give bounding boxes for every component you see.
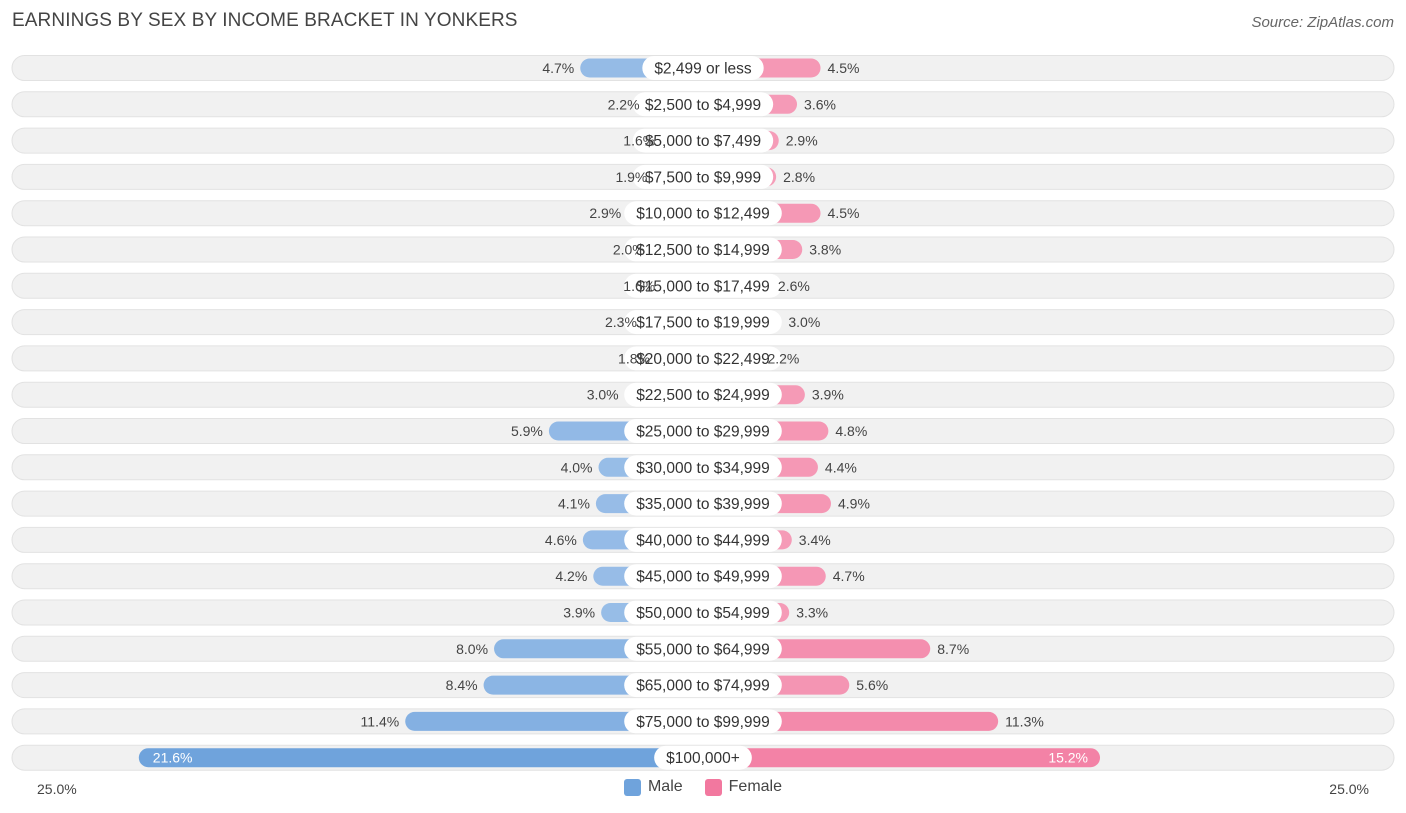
category-label: $55,000 to $64,999: [636, 641, 770, 658]
category-label: $50,000 to $54,999: [636, 605, 770, 622]
bar-female[interactable]: [703, 748, 1101, 768]
category-pill: [654, 745, 752, 770]
value-label-female: 8.7%: [937, 641, 969, 657]
category-pill: [642, 56, 764, 80]
value-label-male: 4.6%: [545, 532, 577, 548]
category-label: $5,000 to $7,499: [645, 133, 761, 150]
category-pill: [624, 273, 782, 298]
value-label-male: 1.9%: [615, 169, 647, 185]
category-label: $20,000 to $22,499: [636, 351, 770, 368]
category-pill: [624, 382, 782, 407]
category-pill: [624, 201, 782, 226]
category-label: $12,500 to $14,999: [636, 242, 770, 259]
category-label: $25,000 to $29,999: [636, 424, 770, 441]
value-label-male: 8.0%: [456, 641, 488, 657]
category-label: $100,000+: [666, 750, 740, 767]
category-pill: [632, 92, 774, 117]
category-label: $45,000 to $49,999: [636, 569, 770, 586]
category-label: $7,500 to $9,999: [645, 169, 761, 186]
value-label-male: 4.7%: [542, 60, 574, 76]
legend-swatch-male: [623, 778, 641, 796]
value-label-male: 3.0%: [587, 387, 619, 403]
value-label-female: 2.9%: [786, 133, 818, 149]
value-label-female: 2.2%: [767, 350, 799, 366]
value-label-male: 4.0%: [561, 459, 593, 475]
value-label-male: 5.9%: [511, 423, 543, 439]
legend: Male Female: [0, 778, 1406, 796]
axis-right-label: 25.0%: [1329, 781, 1369, 797]
value-label-female: 3.6%: [804, 96, 836, 112]
category-label: $75,000 to $99,999: [636, 714, 770, 731]
value-label-male: 1.6%: [623, 133, 655, 149]
category-label: $30,000 to $34,999: [636, 460, 770, 477]
value-label-female: 5.6%: [856, 677, 888, 693]
category-pill: [632, 128, 774, 153]
category-label: $40,000 to $44,999: [636, 532, 770, 549]
category-label: $22,500 to $24,999: [636, 387, 770, 404]
value-label-male: 2.3%: [605, 314, 637, 330]
value-label-female: 4.5%: [828, 60, 860, 76]
category-pill: [624, 564, 782, 589]
category-label: $17,500 to $19,999: [636, 315, 770, 332]
value-label-male: 21.6%: [153, 750, 193, 766]
value-label-female: 4.5%: [828, 205, 860, 221]
legend-label-male: Male: [647, 778, 683, 795]
category-pill: [624, 237, 782, 262]
value-label-female: 3.8%: [809, 242, 841, 258]
category-pill: [624, 636, 782, 661]
category-pill: [632, 164, 774, 189]
legend-label-female: Female: [728, 778, 783, 795]
legend-item-male[interactable]: Male: [623, 778, 683, 796]
category-label: $2,500 to $4,999: [645, 97, 761, 114]
category-label: $65,000 to $74,999: [636, 678, 770, 695]
value-label-female: 3.9%: [812, 387, 844, 403]
value-label-male: 2.2%: [608, 96, 640, 112]
bar-male[interactable]: [138, 748, 704, 768]
axis-left-label: 25.0%: [37, 781, 77, 797]
category-pill: [624, 673, 782, 698]
value-label-male: 1.6%: [623, 278, 655, 294]
category-pill: [624, 455, 782, 480]
value-label-female: 3.4%: [799, 532, 831, 548]
value-label-female: 4.9%: [838, 496, 870, 512]
category-pill: [624, 419, 782, 443]
value-label-female: 11.3%: [1005, 713, 1044, 729]
category-pill: [624, 709, 782, 734]
category-pill: [624, 346, 782, 371]
value-label-male: 4.2%: [555, 568, 587, 584]
category-label: $15,000 to $17,499: [636, 278, 770, 295]
value-label-male: 4.1%: [558, 496, 590, 512]
chart-title: EARNINGS BY SEX BY INCOME BRACKET IN YON…: [12, 10, 518, 31]
category-label: $2,499 or less: [654, 61, 752, 78]
value-label-male: 1.8%: [618, 350, 650, 366]
category-pill: [624, 600, 782, 625]
value-label-female: 4.4%: [825, 459, 857, 475]
value-label-female: 3.0%: [788, 314, 820, 330]
category-pill: [624, 491, 782, 516]
category-pill: [624, 527, 782, 552]
value-label-female: 4.7%: [833, 568, 865, 584]
value-label-male: 8.4%: [446, 677, 478, 693]
value-label-female: 4.8%: [835, 423, 867, 439]
value-label-female: 3.3%: [796, 605, 828, 621]
value-label-female: 2.8%: [783, 169, 815, 185]
category-pill: [624, 310, 782, 335]
value-label-female: 15.2%: [1048, 750, 1088, 766]
value-label-female: 2.6%: [778, 278, 810, 294]
category-label: $35,000 to $39,999: [636, 496, 770, 513]
category-label: $10,000 to $12,499: [636, 206, 770, 223]
legend-item-female[interactable]: Female: [704, 778, 783, 796]
value-label-male: 3.9%: [563, 605, 595, 621]
value-label-male: 2.9%: [589, 205, 621, 221]
legend-swatch-female: [704, 778, 722, 796]
value-label-male: 2.0%: [613, 242, 645, 258]
source-label: Source: ZipAtlas.com: [1251, 14, 1394, 31]
chart-canvas: $2,499 or less 4.7% 4.5% $2,500 to $4,999 2.…: [11, 55, 1395, 771]
value-label-male: 11.4%: [361, 713, 400, 729]
